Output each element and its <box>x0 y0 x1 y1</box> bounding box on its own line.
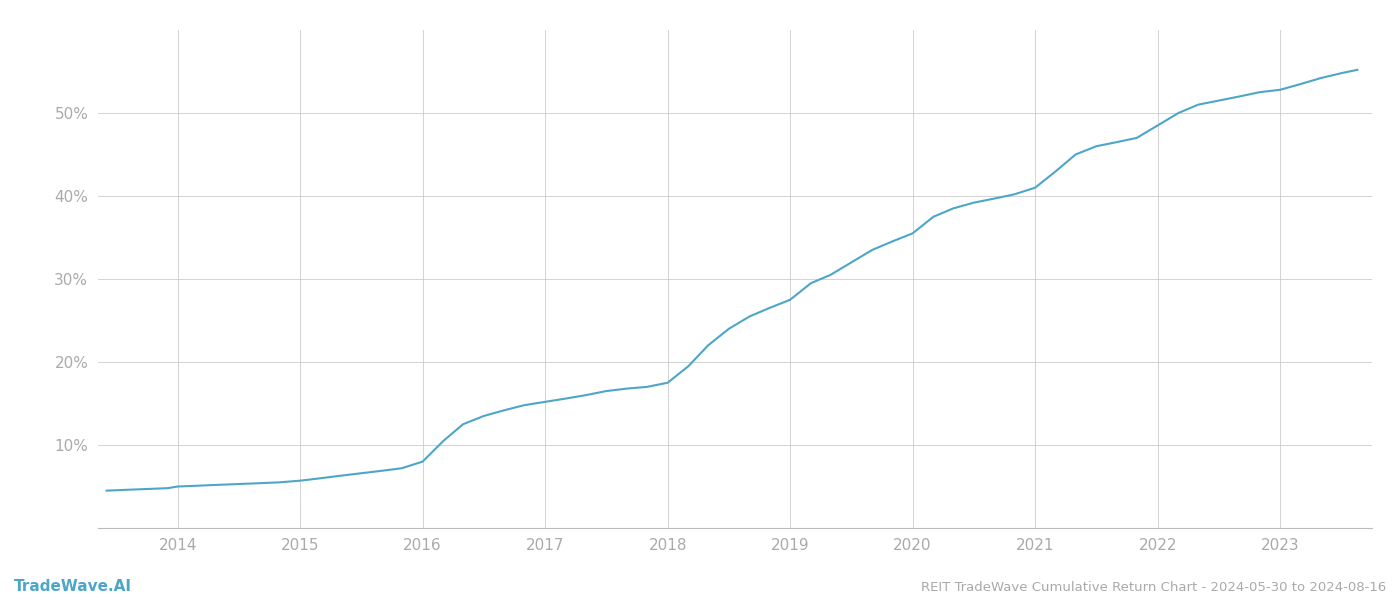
Text: TradeWave.AI: TradeWave.AI <box>14 579 132 594</box>
Text: REIT TradeWave Cumulative Return Chart - 2024-05-30 to 2024-08-16: REIT TradeWave Cumulative Return Chart -… <box>921 581 1386 594</box>
